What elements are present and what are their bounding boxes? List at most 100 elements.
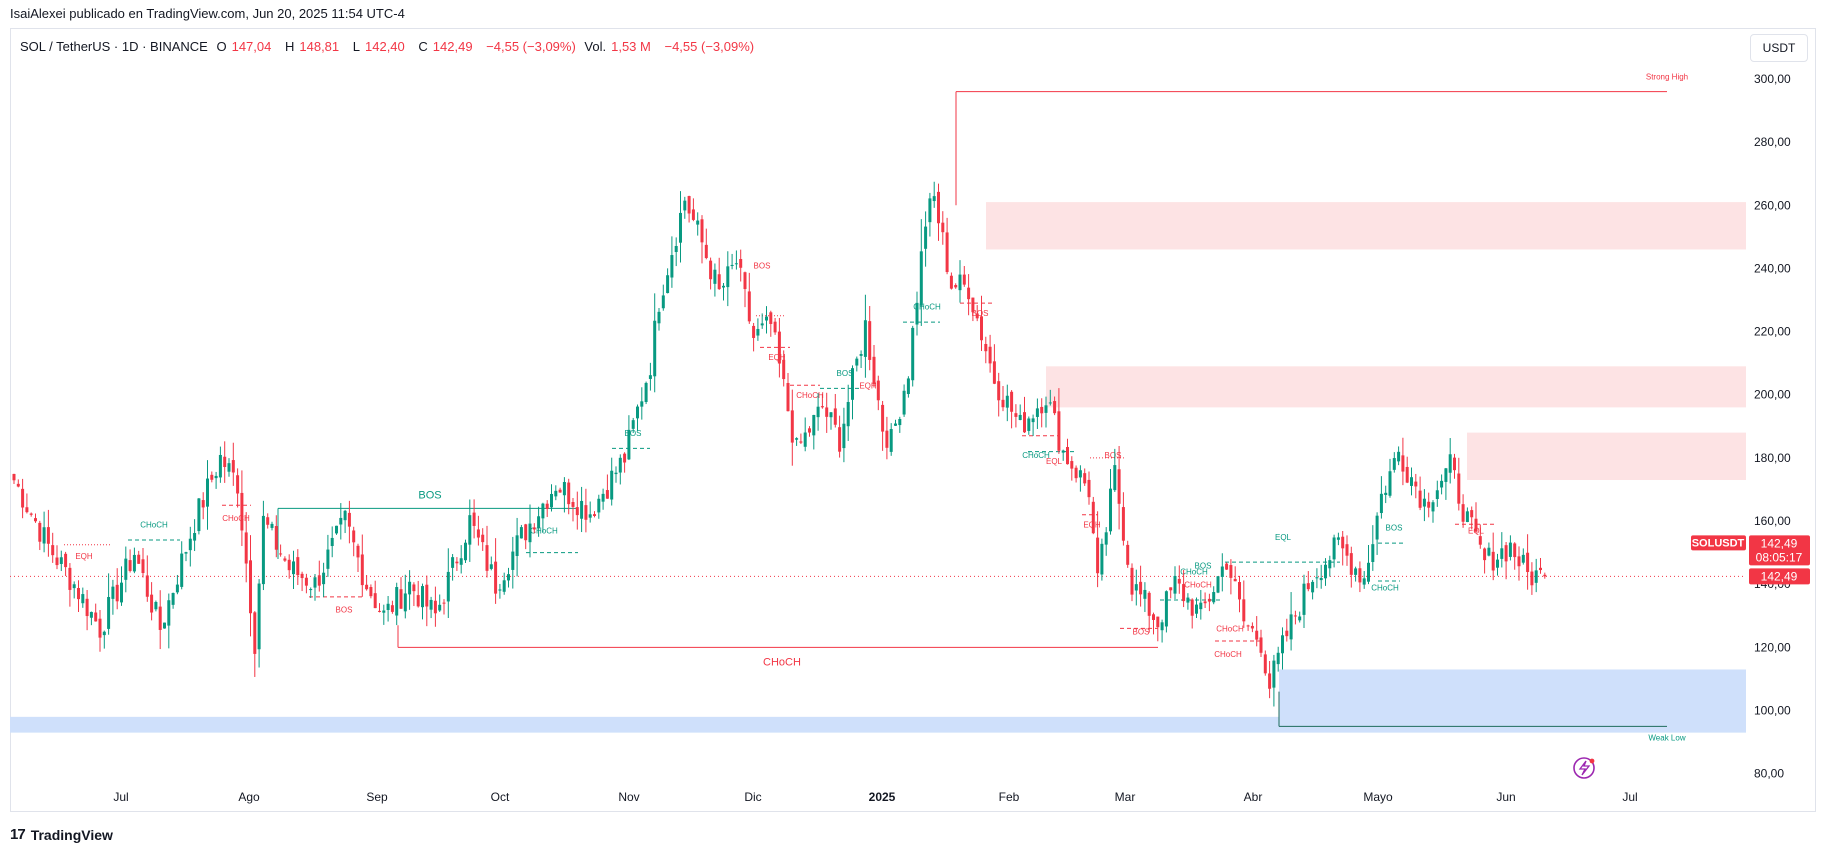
candle-body	[730, 264, 734, 266]
candle-body	[1207, 598, 1211, 602]
candle-body	[829, 412, 833, 418]
y-tick-label: 160,00	[1754, 514, 1791, 528]
candle-body	[77, 588, 80, 600]
candle-body	[1203, 601, 1207, 604]
candle-body	[1121, 507, 1125, 541]
candle-body	[395, 587, 399, 616]
candle-body	[1182, 584, 1186, 602]
candle-body	[68, 567, 72, 590]
candle-body	[270, 523, 274, 528]
candle-body	[145, 575, 149, 597]
candle-body	[1096, 537, 1100, 574]
candle-body	[1414, 481, 1418, 487]
lightning-icon[interactable]	[1573, 757, 1595, 779]
y-tick-label: 220,00	[1754, 325, 1791, 339]
candle-body	[1517, 556, 1521, 567]
candle-body	[1530, 571, 1534, 586]
candle-body	[1504, 545, 1508, 562]
currency-button[interactable]: USDT	[1750, 34, 1808, 62]
x-tick-label: Jul	[1622, 790, 1637, 804]
structure-label: EQH	[75, 552, 93, 561]
candle-body	[528, 523, 532, 543]
candle-body	[347, 512, 351, 527]
candle-body	[575, 507, 579, 516]
candle-body	[760, 323, 764, 326]
candle-body	[489, 564, 493, 569]
candle-body	[266, 517, 270, 525]
candle-body	[1440, 480, 1444, 488]
candle-body	[12, 473, 16, 481]
candle-body	[1212, 592, 1216, 603]
candle-body	[752, 325, 756, 338]
symbol-name[interactable]: SOL / TetherUS · 1D · BINANCE	[20, 39, 208, 54]
candle-body	[236, 475, 240, 494]
candle-body	[1526, 552, 1530, 573]
candle-body	[1336, 537, 1340, 540]
candle-body	[747, 291, 751, 322]
candle-body	[1444, 468, 1448, 482]
candle-body	[1319, 578, 1323, 581]
candle-body	[206, 478, 209, 507]
structure-label: BOS	[754, 261, 771, 270]
candle-body	[1358, 568, 1362, 583]
structure-label: CHoCH	[763, 656, 801, 668]
candle-body	[541, 503, 545, 519]
candle-body	[1035, 408, 1039, 417]
candle-body	[1040, 406, 1044, 414]
symbol-badge	[1691, 535, 1746, 551]
candle-body	[653, 320, 657, 377]
structure-label: BOS	[1195, 561, 1212, 570]
candle-body	[51, 545, 55, 556]
brand-name: TradingView	[30, 826, 113, 843]
candle-body	[184, 552, 188, 554]
candle-body	[425, 584, 429, 607]
candle-body	[894, 423, 897, 426]
x-tick-label: Feb	[999, 790, 1020, 804]
candle-body	[1397, 451, 1401, 462]
y-tick-label: 100,00	[1754, 704, 1791, 718]
candle-body	[842, 423, 846, 449]
candle-body	[967, 287, 971, 300]
candle-body	[799, 441, 803, 443]
candle-body	[1534, 570, 1538, 583]
candle-body	[1332, 537, 1336, 560]
structure-label: BOS	[837, 369, 854, 378]
candle-body	[498, 589, 502, 591]
tradingview-logo[interactable]: 17 TradingView	[10, 826, 113, 843]
y-tick-label: 120,00	[1754, 640, 1791, 654]
candle-body	[580, 500, 584, 519]
candle-body	[111, 586, 115, 599]
candle-body	[300, 573, 304, 579]
candle-body	[459, 558, 463, 565]
candle-body	[1392, 458, 1396, 470]
candle-body	[326, 549, 330, 569]
structure-label: CHoCH	[1180, 568, 1208, 577]
candle-body	[1367, 562, 1370, 582]
candle-body	[906, 378, 910, 395]
candle-body	[941, 222, 945, 233]
candle-body	[962, 274, 966, 285]
candle-body	[59, 557, 63, 564]
candle-body	[1177, 578, 1181, 584]
structure-label: Weak Low	[1648, 733, 1685, 742]
candle-body	[85, 598, 89, 617]
candle-body	[1293, 615, 1297, 617]
last-price-text: 142,49	[1761, 569, 1798, 583]
candle-body	[1539, 567, 1542, 571]
candle-body	[739, 259, 743, 268]
candle-body	[1453, 457, 1456, 471]
candle-body	[851, 368, 854, 400]
candle-body	[98, 618, 102, 638]
candle-body	[1091, 501, 1095, 534]
candle-body	[1246, 625, 1250, 627]
candle-body	[687, 196, 691, 214]
candle-body	[1349, 553, 1353, 575]
volume-label: Vol.	[584, 39, 607, 54]
candle-body	[902, 390, 906, 415]
candle-body	[1478, 536, 1482, 545]
candle-body	[631, 420, 635, 429]
candle-body	[1117, 469, 1121, 504]
candle-body	[825, 407, 829, 417]
candle-body	[691, 209, 695, 220]
